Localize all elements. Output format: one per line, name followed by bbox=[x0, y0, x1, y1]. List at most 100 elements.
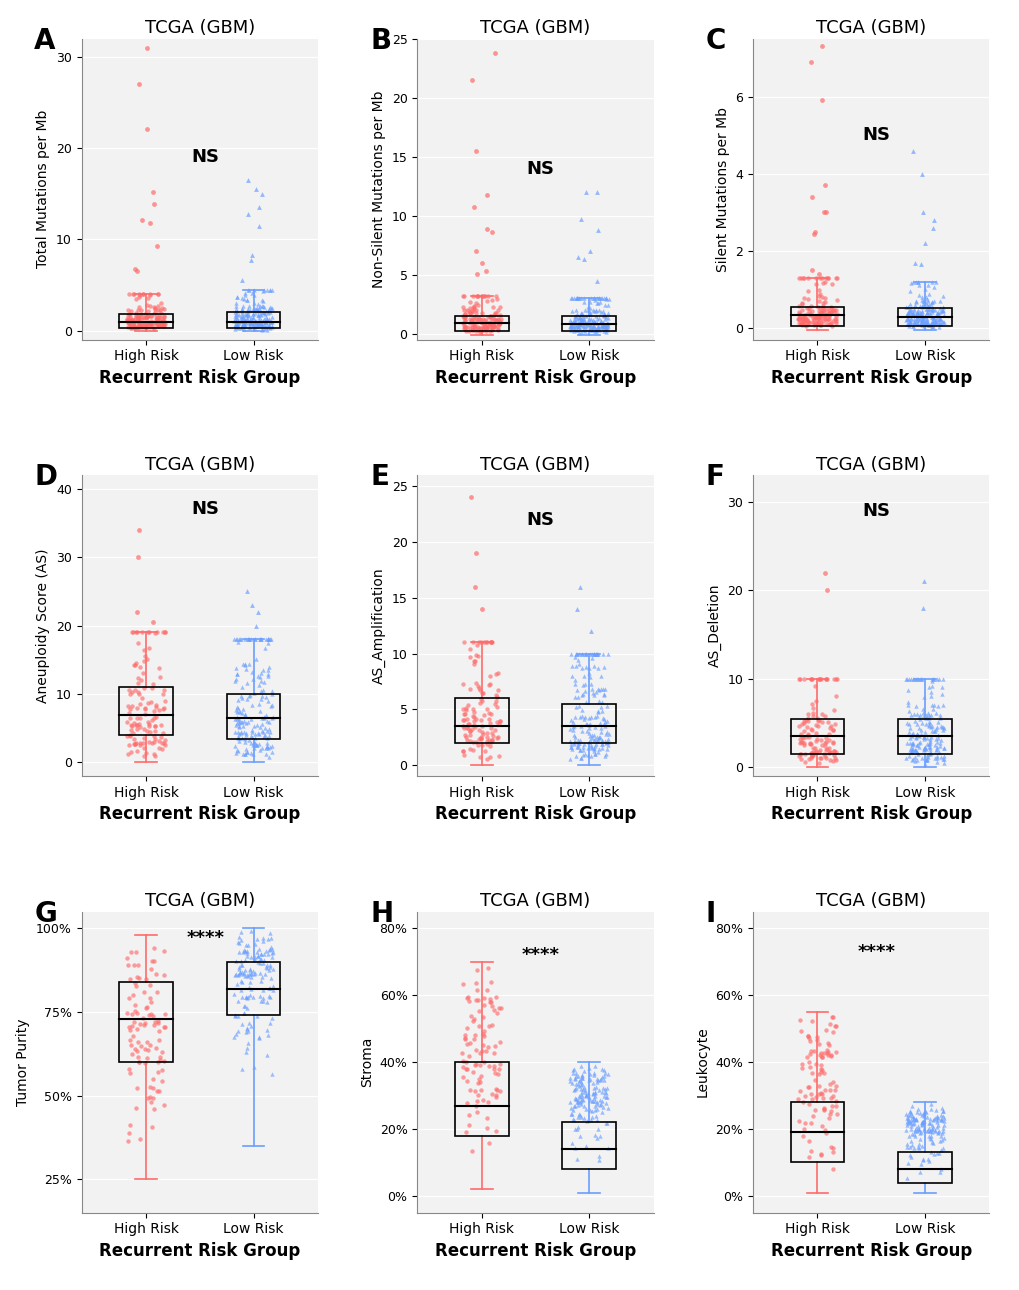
Point bbox=[587, 317, 603, 338]
Point bbox=[915, 313, 931, 334]
Point bbox=[919, 743, 935, 764]
Point bbox=[235, 962, 252, 983]
Point bbox=[816, 562, 833, 583]
Point bbox=[561, 316, 578, 337]
Point bbox=[904, 1135, 920, 1156]
Point bbox=[568, 316, 584, 337]
Point bbox=[126, 1000, 143, 1020]
Point bbox=[599, 721, 615, 742]
Point bbox=[591, 1149, 607, 1170]
Point bbox=[485, 1059, 501, 1080]
Point bbox=[561, 311, 578, 332]
Point bbox=[254, 313, 270, 334]
Point bbox=[931, 1126, 948, 1147]
Point bbox=[152, 715, 168, 735]
Point bbox=[139, 313, 155, 334]
Point bbox=[805, 1041, 821, 1062]
Point bbox=[460, 987, 476, 1007]
Point bbox=[917, 313, 933, 334]
Point bbox=[794, 311, 810, 332]
Point bbox=[457, 1028, 473, 1049]
Point bbox=[824, 1138, 841, 1158]
Point bbox=[227, 315, 244, 335]
Text: D: D bbox=[35, 463, 57, 491]
X-axis label: Recurrent Risk Group: Recurrent Risk Group bbox=[769, 369, 971, 387]
Point bbox=[802, 1084, 818, 1104]
Point bbox=[462, 312, 478, 333]
Point bbox=[249, 942, 265, 962]
Point bbox=[482, 313, 498, 334]
Point bbox=[826, 713, 843, 734]
Point bbox=[233, 299, 250, 320]
Point bbox=[483, 306, 499, 326]
Point bbox=[928, 739, 945, 760]
Point bbox=[129, 307, 146, 328]
Point bbox=[568, 316, 584, 337]
Point bbox=[455, 285, 472, 306]
Point bbox=[237, 722, 254, 743]
Point bbox=[569, 310, 585, 330]
Point bbox=[239, 630, 256, 650]
Point bbox=[261, 308, 277, 329]
Point bbox=[928, 668, 945, 689]
Point bbox=[911, 295, 927, 316]
Point bbox=[906, 312, 922, 333]
Point bbox=[259, 279, 275, 299]
Point bbox=[233, 951, 250, 971]
Point bbox=[471, 317, 487, 338]
Point bbox=[257, 312, 273, 333]
Point bbox=[473, 729, 489, 749]
Point bbox=[574, 1078, 590, 1099]
Point bbox=[125, 955, 142, 975]
Point bbox=[228, 307, 245, 328]
Point bbox=[230, 724, 247, 744]
Point bbox=[478, 1107, 494, 1127]
Point bbox=[250, 1028, 266, 1049]
Point bbox=[580, 1069, 596, 1090]
Point bbox=[814, 293, 830, 313]
Point bbox=[919, 295, 935, 316]
Point bbox=[145, 1005, 161, 1026]
Point bbox=[455, 299, 472, 320]
Point bbox=[807, 1087, 823, 1108]
Point bbox=[901, 1102, 917, 1122]
Point bbox=[573, 706, 589, 726]
Point bbox=[927, 311, 944, 332]
Point bbox=[465, 285, 481, 306]
Point bbox=[237, 303, 254, 324]
Point bbox=[240, 654, 257, 675]
Point bbox=[913, 297, 929, 317]
Point bbox=[901, 1112, 917, 1133]
Point bbox=[230, 632, 247, 653]
Point bbox=[812, 315, 828, 335]
Point bbox=[464, 302, 480, 322]
Point bbox=[824, 299, 841, 320]
Point bbox=[813, 90, 829, 111]
Point bbox=[583, 1091, 599, 1112]
Point bbox=[467, 141, 483, 161]
Point bbox=[567, 728, 583, 748]
Point bbox=[561, 316, 578, 337]
Point bbox=[232, 980, 249, 1001]
Point bbox=[903, 303, 919, 324]
Point bbox=[484, 297, 500, 317]
Point bbox=[907, 292, 923, 312]
Point bbox=[258, 955, 274, 975]
Point bbox=[596, 316, 612, 337]
Point bbox=[905, 1124, 921, 1144]
Point bbox=[475, 995, 491, 1015]
Point bbox=[577, 306, 593, 326]
Point bbox=[228, 712, 245, 733]
Point bbox=[797, 726, 813, 747]
Bar bbox=[897, 308, 951, 326]
Point bbox=[795, 668, 811, 689]
Point bbox=[149, 308, 165, 329]
Point bbox=[122, 742, 139, 762]
Point bbox=[482, 971, 498, 992]
Point bbox=[571, 307, 587, 328]
Point bbox=[454, 973, 471, 993]
Point bbox=[465, 310, 481, 330]
Point bbox=[596, 716, 612, 737]
Point bbox=[931, 1162, 948, 1183]
Point bbox=[914, 295, 930, 316]
